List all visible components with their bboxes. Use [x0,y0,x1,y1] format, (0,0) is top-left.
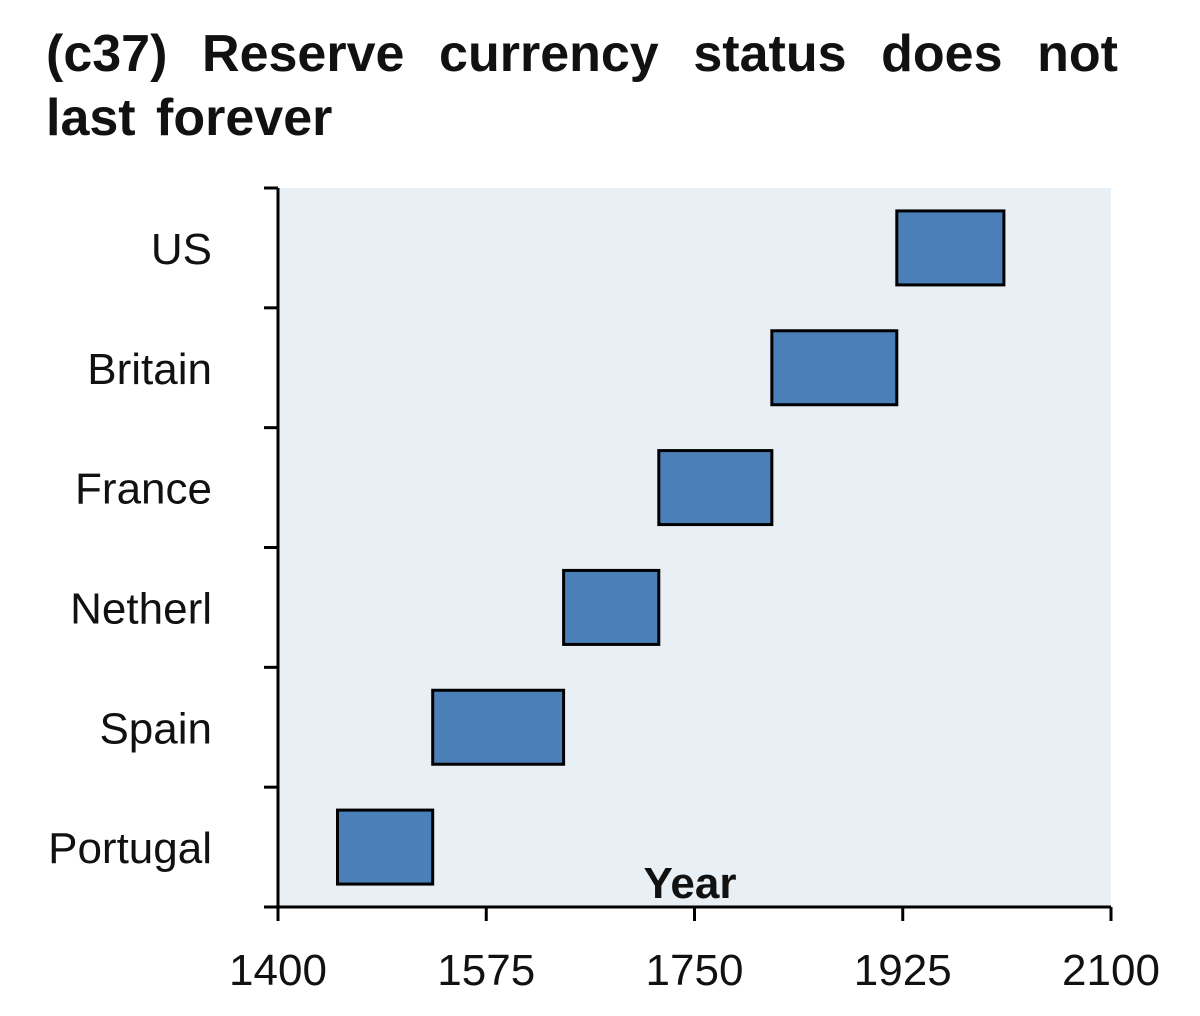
x-tick-label: 1400 [229,946,327,995]
y-tick-label: Portugal [48,824,212,873]
plot-background [278,188,1111,907]
bar-france [657,449,774,527]
bar-portugal [336,808,435,886]
y-tick-label: Britain [87,345,212,394]
y-tick-label: France [75,465,212,514]
x-tick-label: 2100 [1062,946,1160,995]
bar-britain [770,329,899,407]
x-tick-label: 1575 [437,946,535,995]
bar-spain [431,688,566,766]
bar-netherl [562,568,661,646]
x-tick-label: 1925 [854,946,952,995]
x-axis-label: Year [644,859,737,908]
bar-us [895,209,1006,287]
x-tick-label: 1750 [646,946,744,995]
y-tick-label: Spain [99,704,212,753]
y-tick-label: US [151,225,212,274]
chart-title: (c37) Reserve currency status does not l… [46,25,1118,147]
y-tick-label: Netherl [70,584,212,633]
